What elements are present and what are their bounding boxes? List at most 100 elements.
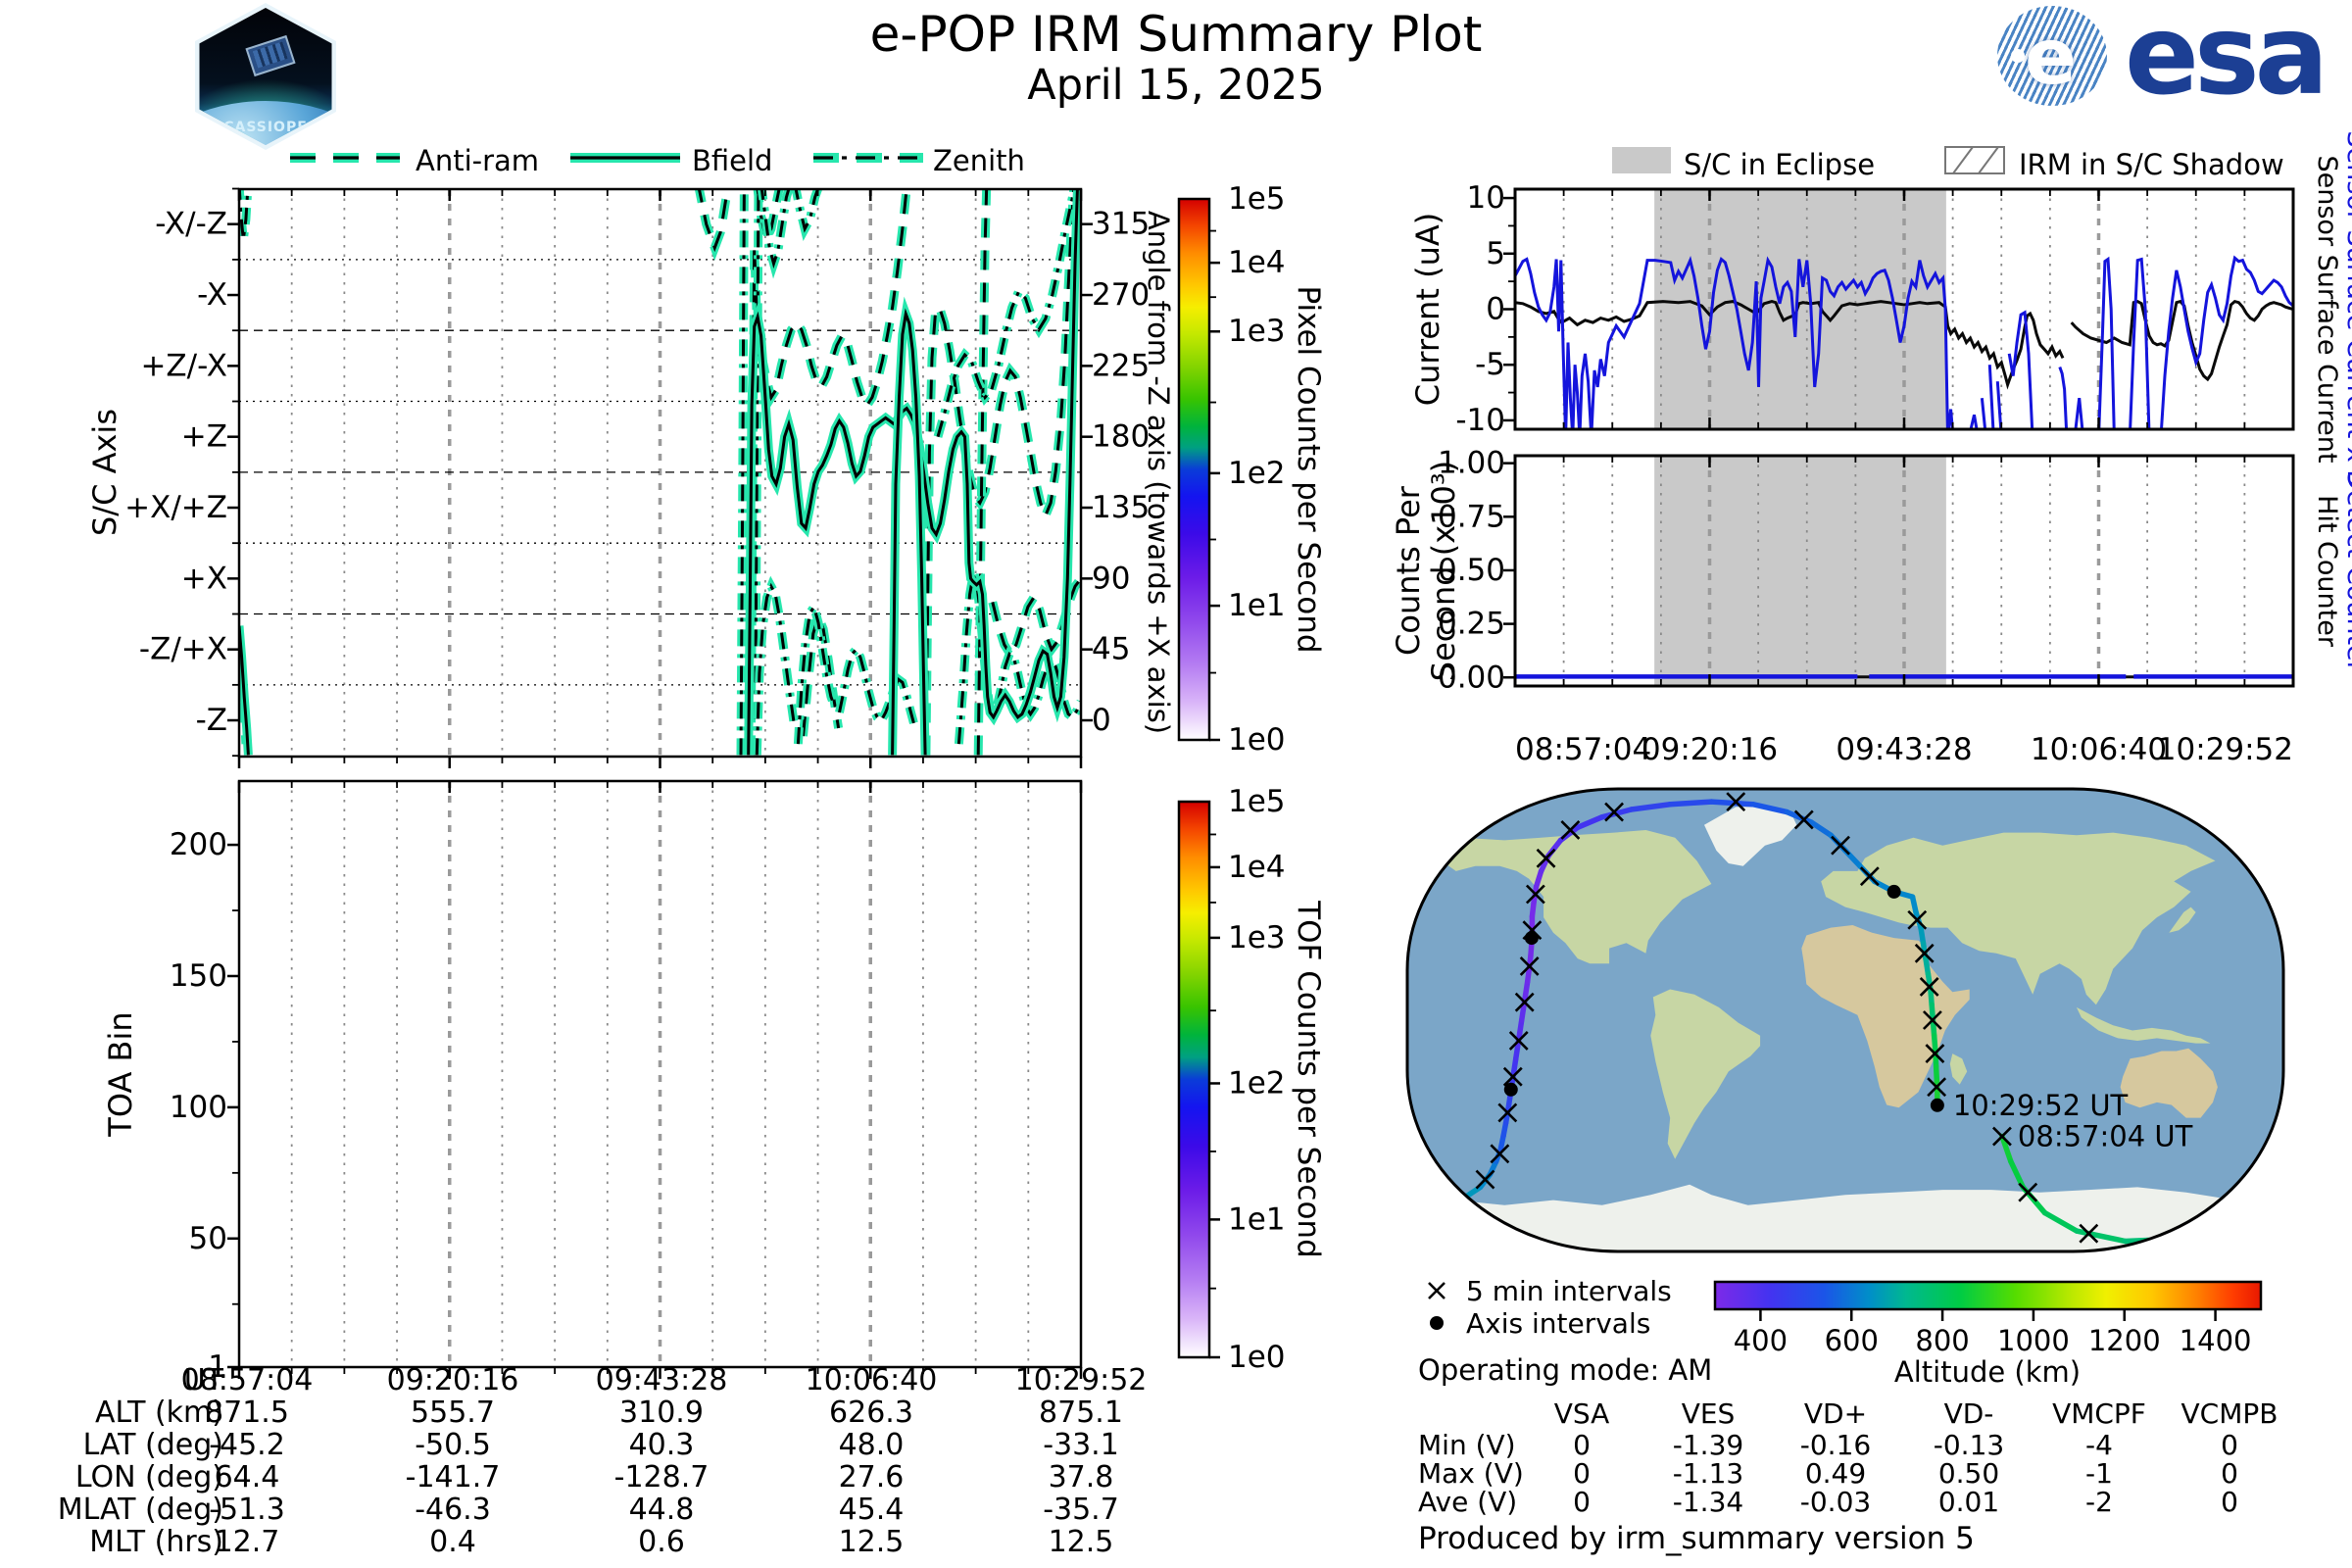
map-annotation: 08:57:04 UT bbox=[2018, 1120, 2193, 1153]
current-ylabel: Current (uA) bbox=[1409, 213, 1446, 407]
colorbar-tick-label: 1e0 bbox=[1228, 722, 1286, 758]
colorbar-tick-label: 1e3 bbox=[1228, 920, 1286, 956]
ephemeris-value: -35.7 bbox=[1043, 1493, 1119, 1527]
angle-tick-label: 90 bbox=[1092, 561, 1130, 596]
esa-e-glyph: e bbox=[2025, 14, 2077, 102]
current-series bbox=[1515, 255, 2293, 429]
angle-tick-label: 135 bbox=[1092, 490, 1150, 525]
series-core-Zenith bbox=[755, 582, 797, 756]
voltage-header: VCMPB bbox=[2181, 1397, 2278, 1430]
colorbar-label: Pixel Counts per Second bbox=[1291, 285, 1326, 653]
ephemeris-value: -141.7 bbox=[406, 1460, 501, 1494]
series-Sensor Surface Current x 5 bbox=[1969, 414, 1979, 429]
x-marker bbox=[1508, 1031, 1529, 1051]
voltage-value: 0.01 bbox=[1938, 1486, 1999, 1518]
ephemeris-row-label: MLT (hrs) bbox=[89, 1525, 223, 1559]
ground-track-segment bbox=[1667, 799, 1715, 808]
ground-track-segment bbox=[1708, 799, 1756, 808]
voltage-value: -4 bbox=[2085, 1429, 2113, 1461]
axis-interval-dot bbox=[1886, 884, 1901, 899]
voltage-header: VMCPF bbox=[2052, 1397, 2146, 1430]
ephemeris-value: 871.5 bbox=[205, 1396, 289, 1430]
altitude-colorbar bbox=[1713, 1280, 2263, 1311]
voltage-value: 0 bbox=[1573, 1486, 1591, 1518]
ground-track-segment bbox=[1407, 1207, 1440, 1224]
angle-tick-label: 270 bbox=[1092, 277, 1150, 313]
ephemeris-value: 45.4 bbox=[839, 1493, 905, 1527]
toa-tick-label: 50 bbox=[189, 1221, 227, 1256]
x-marker bbox=[1519, 956, 1540, 976]
series-core-Zenith bbox=[796, 603, 837, 745]
series-Sensor Surface Current x 5 bbox=[2074, 398, 2084, 429]
series-core-Bfield bbox=[239, 625, 250, 756]
line-shape bbox=[1952, 146, 1974, 174]
legend-eclipse-swatch bbox=[1612, 147, 1671, 173]
voltage-value: 0 bbox=[2221, 1457, 2238, 1490]
series-Sensor Surface Current bbox=[2070, 299, 2293, 382]
landmass bbox=[1821, 832, 2216, 1005]
voltage-header: VSA bbox=[1554, 1397, 1610, 1430]
counts-tick-label: 0.50 bbox=[1438, 553, 1505, 588]
map-annotation: 10:29:52 UT bbox=[1953, 1089, 2129, 1122]
x-marker bbox=[1793, 809, 1814, 830]
x-marker bbox=[1502, 1066, 1523, 1087]
axis-interval-dot bbox=[1930, 1098, 1944, 1112]
series-Sensor Surface Current x 5 bbox=[2097, 256, 2116, 429]
x-marker bbox=[1604, 802, 1625, 822]
legend-label-irm-shadow: IRM in S/C Shadow bbox=[2019, 148, 2284, 181]
legend-label-zenith: Zenith bbox=[933, 144, 1025, 177]
vertical-gridlines bbox=[290, 781, 1030, 1367]
x-marker bbox=[1428, 1282, 1446, 1299]
voltage-row-label: Ave (V) bbox=[1418, 1486, 1517, 1518]
landmass bbox=[1407, 1184, 2283, 1251]
sc-axis-tick-label: +Z/-X bbox=[140, 348, 227, 383]
x-marker bbox=[1907, 909, 1928, 930]
series-core-Zenith bbox=[760, 189, 791, 270]
ground-track-segment bbox=[1434, 1197, 1464, 1213]
esa-globe-icon: e bbox=[1997, 6, 2107, 106]
colorbar-tick-label: 1e5 bbox=[1228, 181, 1286, 217]
angle-tick-label: 45 bbox=[1092, 632, 1130, 667]
series-halo-Zenith bbox=[752, 575, 800, 756]
ground-track-segment bbox=[1808, 819, 1834, 838]
sc-axis-tick-label: +X bbox=[181, 561, 227, 596]
current-right-label-blue: Sensor Surface Current x 5 bbox=[2341, 130, 2352, 487]
ephemeris-value: 12.5 bbox=[1049, 1525, 1114, 1559]
time-tick-label: 09:20:16 bbox=[1642, 732, 1778, 767]
toa-tick-label: 150 bbox=[170, 958, 227, 994]
altitude-tick-label: 1000 bbox=[1997, 1324, 2070, 1357]
axis-interval-dot bbox=[1524, 931, 1539, 946]
ephemeris-value: 08:57:04 bbox=[181, 1363, 314, 1397]
series-Sensor Surface Current x 5 bbox=[1980, 398, 1987, 429]
sc-axis-tick-label: +Z bbox=[181, 419, 227, 455]
altitude-tick-label: 1200 bbox=[2088, 1324, 2161, 1357]
altitude-bar-label: Altitude (km) bbox=[1894, 1355, 2081, 1389]
series-core-Zenith bbox=[739, 189, 746, 756]
series-core-Zenith bbox=[936, 189, 1077, 438]
x-marker bbox=[1536, 848, 1556, 868]
angle-tick-label: 180 bbox=[1092, 419, 1150, 455]
ephemeris-row-label: LAT (deg) bbox=[83, 1428, 223, 1462]
voltage-header: VD+ bbox=[1804, 1397, 1867, 1430]
voltage-header: VES bbox=[1682, 1397, 1736, 1430]
colorbar-label: TOF Counts per Second bbox=[1291, 900, 1326, 1258]
toa-tick-label: 100 bbox=[170, 1090, 227, 1125]
sc-axis-tick-label: -Z bbox=[196, 703, 227, 738]
voltage-value: -1.13 bbox=[1673, 1457, 1743, 1490]
series-core-Anti-ram bbox=[749, 189, 908, 756]
x-marker bbox=[1490, 1144, 1510, 1164]
ephemeris-value: 44.8 bbox=[629, 1493, 695, 1527]
ephemeris-value: 626.3 bbox=[829, 1396, 913, 1430]
satellite-art bbox=[245, 34, 296, 77]
cassiope-label: CASSIOPE bbox=[223, 120, 308, 135]
landmass bbox=[2120, 1048, 2218, 1118]
ephemeris-value: 10:06:40 bbox=[806, 1363, 938, 1397]
landmass bbox=[1436, 830, 1712, 964]
series-core-Bfield bbox=[891, 308, 927, 756]
series-Sensor Surface Current x 5 bbox=[2129, 257, 2151, 429]
landmass bbox=[1949, 1054, 1968, 1085]
series-core-Anti-ram bbox=[697, 189, 730, 253]
vertical-gridlines bbox=[290, 189, 1030, 757]
angle-tick-label: 225 bbox=[1092, 348, 1150, 383]
